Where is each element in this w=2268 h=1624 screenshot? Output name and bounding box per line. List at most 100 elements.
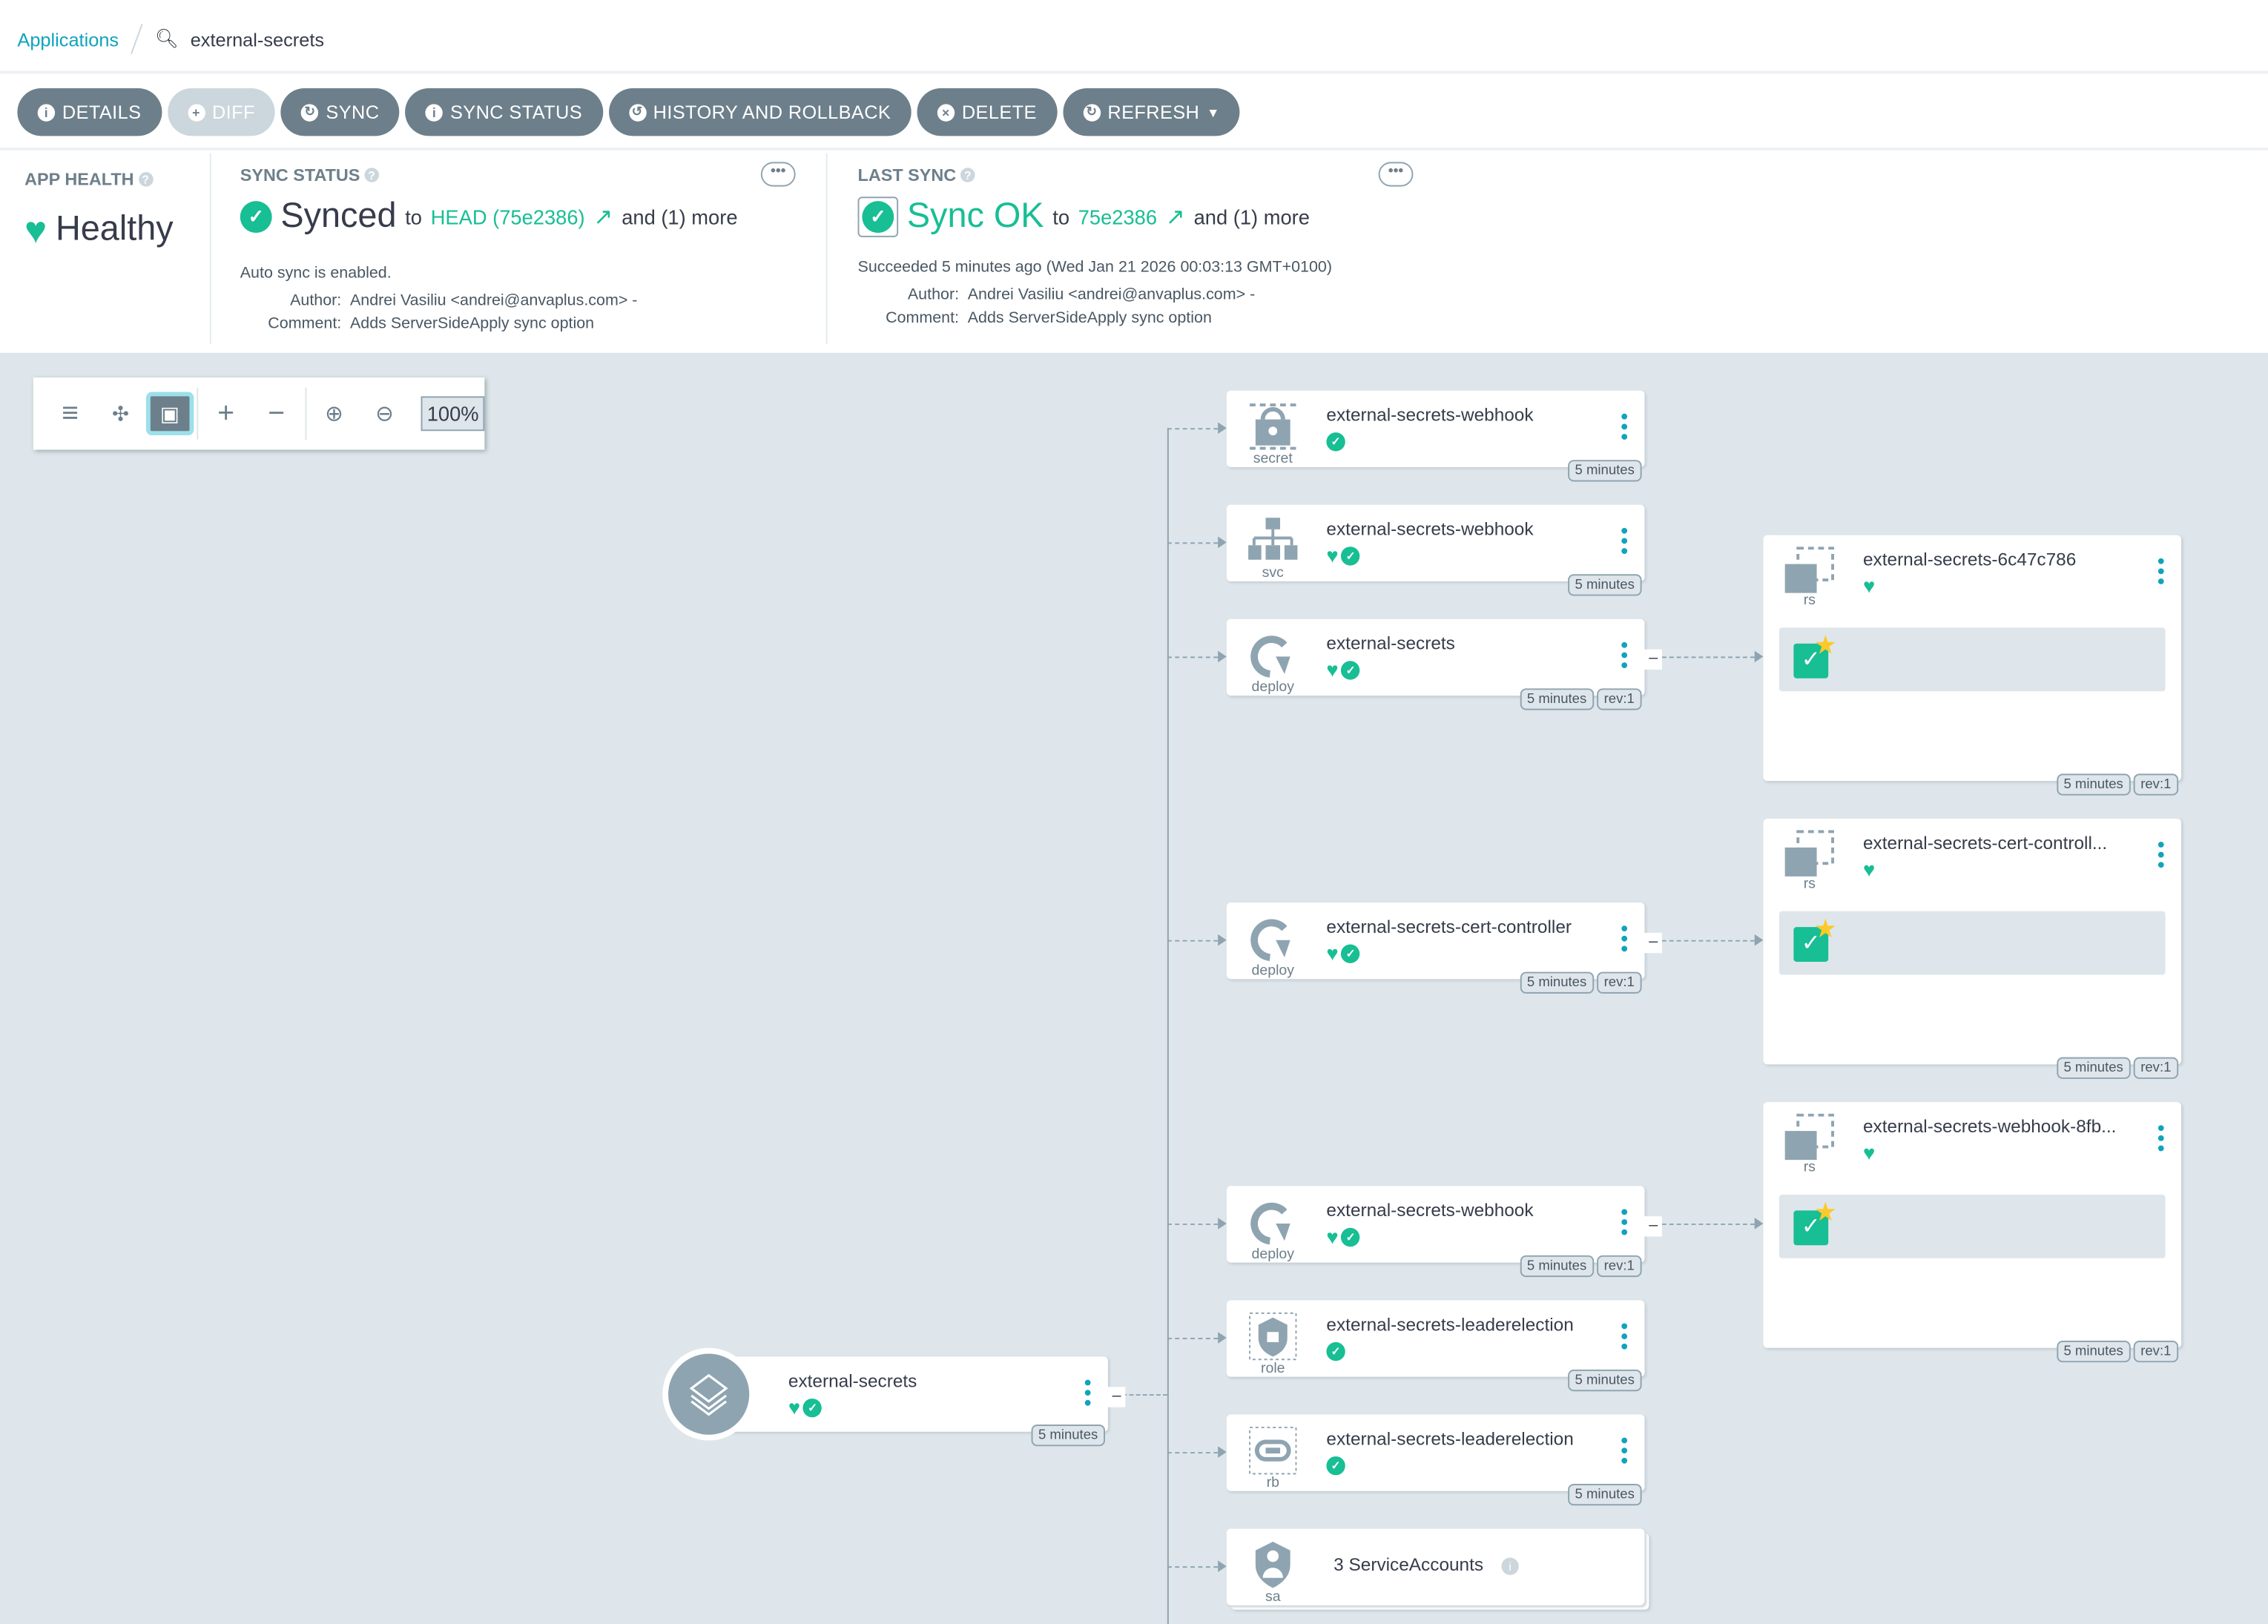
status: ♥ ✓ (1326, 1227, 1360, 1247)
zoom-in-icon[interactable]: ⊕ (325, 402, 343, 427)
details-button[interactable]: i DETAILS (17, 88, 162, 136)
resource-node-sa[interactable]: sa 3 ServiceAccounts i (1226, 1528, 1645, 1605)
graph-toolbar: ≡ ✣ ▣ + − ⊕ ⊖ 100% (33, 377, 485, 450)
edge-arrow (1218, 536, 1227, 549)
edge (1167, 1338, 1219, 1339)
resource-node-svc[interactable]: svc external-secrets-webhook ♥ ✓ 5 minutes (1226, 504, 1645, 596)
edge (1167, 542, 1219, 544)
expand-all-icon[interactable]: + (217, 397, 235, 429)
breadcrumb-applications-link[interactable]: Applications (17, 28, 119, 50)
deploy-icon (1247, 630, 1299, 679)
more-menu-icon[interactable] (2157, 842, 2164, 868)
heart-icon: ♥ (788, 1396, 801, 1419)
sync-button[interactable]: ↻ SYNC (280, 88, 400, 136)
age-badge: 5 minutes (1567, 460, 1642, 482)
resource-node-secret[interactable]: secret external-secrets-webhook ✓ 5 minutes (1226, 390, 1645, 482)
more-menu-icon[interactable] (1621, 413, 1628, 440)
external-link-icon[interactable]: ↗ (1165, 205, 1185, 231)
collapse-all-icon[interactable]: − (268, 397, 286, 429)
delete-button[interactable]: × DELETE (917, 88, 1058, 136)
collapse-toggle[interactable]: – (1644, 1216, 1662, 1237)
button-label: DELETE (961, 101, 1037, 123)
collapse-toggle[interactable]: – (1644, 932, 1662, 954)
kind-label: deploy (1251, 1247, 1295, 1263)
author-value: Andrei Vasiliu <andrei@anvaplus.com> - (967, 286, 1256, 304)
resource-node-rb[interactable]: rb external-secrets-leaderelection ✓ 5 minu… (1226, 1414, 1645, 1506)
pod-running[interactable]: ✓ (1793, 1210, 1829, 1246)
comment-label: Comment: (268, 315, 342, 333)
external-link-icon[interactable]: ↗ (593, 205, 613, 231)
check-circle-icon: ✓ (1326, 432, 1345, 452)
collapse-icon[interactable]: ✣ (111, 401, 129, 425)
info-icon: i (37, 103, 56, 121)
age-badge: 5 minutes (1567, 1369, 1642, 1392)
resource-node-deploy[interactable]: deploy external-secrets-webhook ♥ ✓ 5 minute… (1226, 1186, 1662, 1278)
zoom-out-icon[interactable]: ⊖ (375, 402, 394, 427)
resource-node-deploy[interactable]: deploy external-secrets ♥ ✓ 5 minutes rev:1– (1226, 618, 1662, 710)
age-badge: 5 minutes (1520, 971, 1594, 994)
author-label: Author: (907, 286, 960, 304)
pod-running[interactable]: ✓ (1793, 927, 1829, 962)
collapse-toggle[interactable]: – (1107, 1387, 1126, 1407)
edge-arrow (1218, 422, 1227, 435)
refresh-button[interactable]: ↻ REFRESH ▼ (1062, 88, 1241, 136)
breadcrumb: Applications 🔍︎ external-secrets (17, 23, 324, 55)
resource-node-role[interactable]: role external-secrets-leaderelection ✓ 5 mi… (1226, 1300, 1645, 1392)
kind-label: sa (1265, 1589, 1281, 1605)
more-options-button[interactable]: ••• (1378, 162, 1414, 187)
breadcrumb-separator (131, 24, 143, 55)
app-node[interactable]: external-secrets ♥ ✓ 5 minutes – (708, 1356, 1126, 1447)
edge-arrow (1754, 650, 1764, 663)
more-menu-icon[interactable] (1621, 641, 1628, 669)
revision-link[interactable]: HEAD (75e2386) (430, 205, 585, 229)
diff-button[interactable]: + DIFF (167, 88, 276, 136)
more-menu-icon[interactable] (1621, 1323, 1628, 1350)
fit-view-icon[interactable]: ▣ (145, 392, 194, 436)
svc-icon (1247, 516, 1299, 565)
more-menu-icon[interactable] (1621, 1209, 1628, 1235)
author-label: Author: (290, 291, 342, 310)
help-icon[interactable]: ? (960, 168, 975, 182)
role-icon (1247, 1312, 1299, 1361)
heart-icon: ♥ (24, 208, 47, 252)
help-icon[interactable]: ? (364, 168, 379, 182)
revision-link[interactable]: 75e2386 (1078, 205, 1158, 229)
star-icon: ★ (1813, 630, 1838, 660)
info-icon[interactable]: i (1501, 1557, 1519, 1575)
button-label: SYNC (326, 101, 380, 123)
edge-arrow (1754, 1218, 1764, 1229)
edge (1167, 940, 1219, 942)
help-icon[interactable]: ? (138, 172, 153, 187)
pod-running[interactable]: ✓ (1793, 643, 1829, 679)
sync-status-button[interactable]: i SYNC STATUS (405, 88, 603, 136)
more-menu-icon[interactable] (1084, 1379, 1091, 1406)
app-health-panel: APP HEALTH? ♥ Healthy (24, 151, 174, 344)
deploy-icon (1247, 914, 1299, 963)
secret-icon (1247, 402, 1299, 451)
rs-icon (1784, 1113, 1836, 1163)
heart-icon: ♥ (1862, 857, 1876, 881)
app-health-label: APP HEALTH (24, 169, 134, 190)
resource-node-rs[interactable]: rs external-secrets-cert-controll... ♥ ✓ ★ 5 … (1763, 818, 2182, 1079)
list-view-icon[interactable]: ≡ (62, 397, 79, 429)
status: ♥ ✓ (788, 1396, 823, 1419)
sa-icon (1247, 1540, 1299, 1589)
divider (304, 387, 306, 440)
resource-node-rs[interactable]: rs external-secrets-webhook-8fb... ♥ ✓ ★ 5 mi… (1763, 1102, 2182, 1363)
resource-node-rs[interactable]: rs external-secrets-6c47c786 ♥ ✓ ★ 5 minutes r… (1763, 535, 2182, 796)
collapse-toggle[interactable]: – (1644, 649, 1662, 670)
more-menu-icon[interactable] (2157, 1125, 2164, 1152)
kind-label: svc (1262, 565, 1284, 582)
more-options-button[interactable]: ••• (760, 162, 796, 187)
more-menu-icon[interactable] (1621, 925, 1628, 952)
status: ✓ (1326, 1456, 1345, 1476)
history-and-rollback-button[interactable]: ↺ HISTORY AND ROLLBACK (608, 88, 912, 136)
status: ♥ (1863, 1143, 1875, 1163)
resource-node-deploy[interactable]: deploy external-secrets-cert-controller ♥ ✓… (1226, 902, 1662, 994)
more-menu-icon[interactable] (2157, 558, 2164, 584)
more-revisions: and (1) more (622, 205, 738, 229)
more-menu-icon[interactable] (1621, 1437, 1628, 1464)
resource-name: external-secrets-webhook (1326, 519, 1534, 540)
more-menu-icon[interactable] (1621, 527, 1628, 554)
